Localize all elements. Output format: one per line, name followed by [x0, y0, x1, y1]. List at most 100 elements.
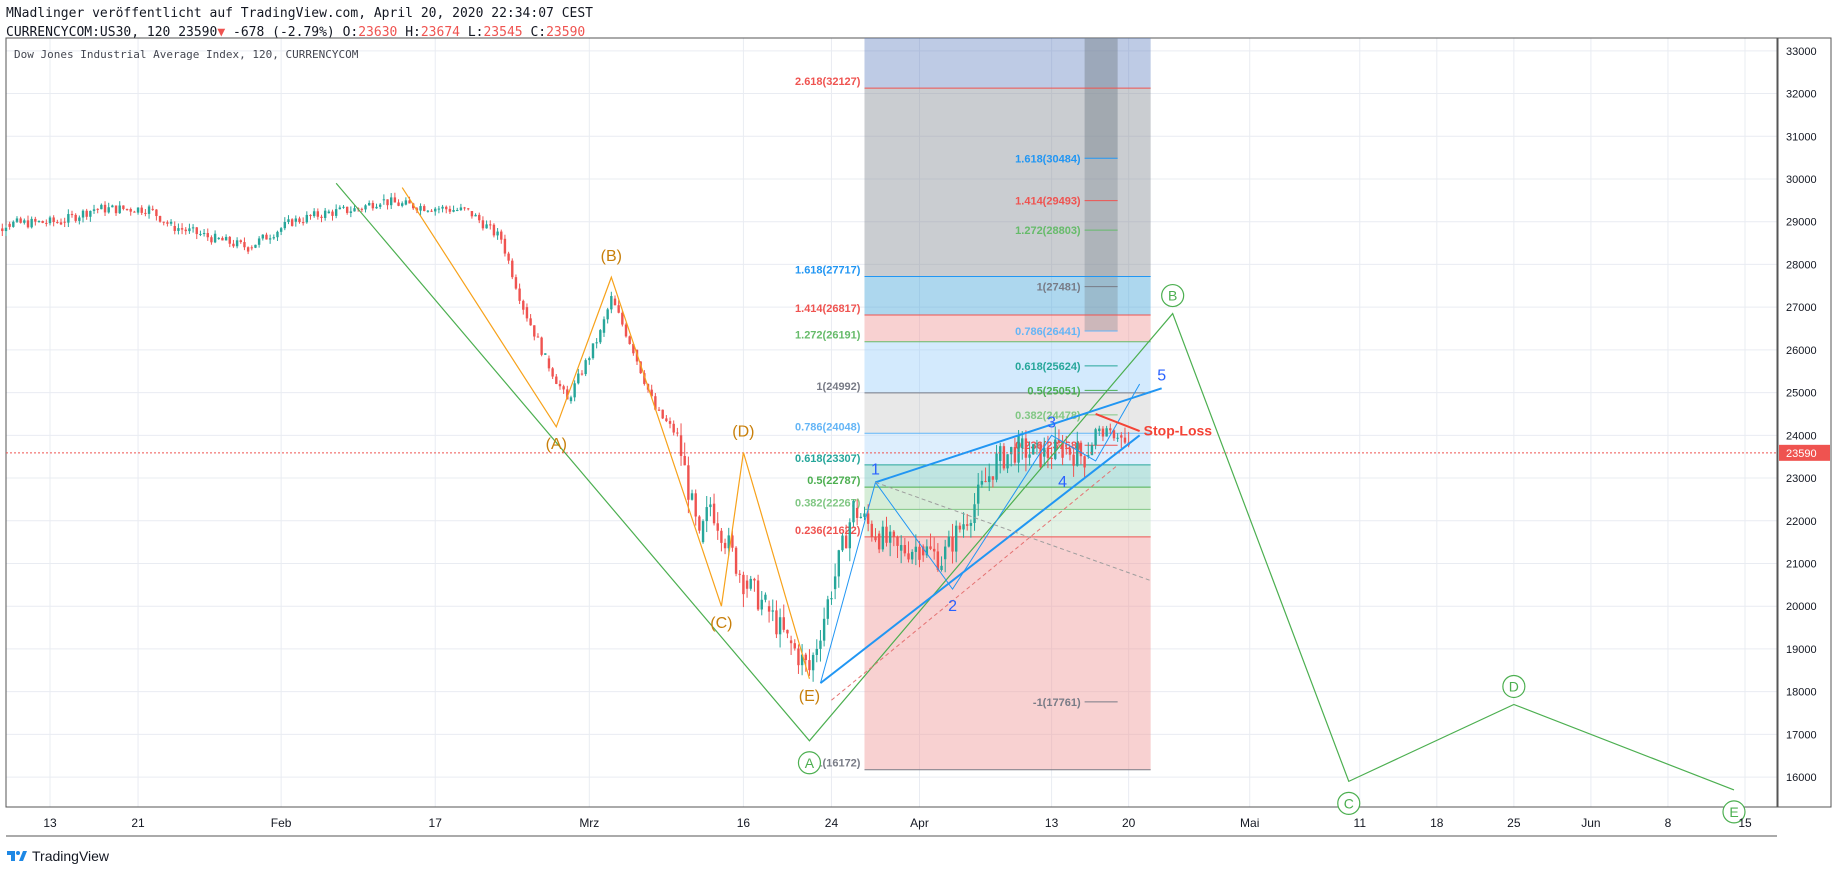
candle-body	[1105, 428, 1108, 437]
y-tick-label: 28000	[1786, 259, 1817, 271]
y-tick-label: 31000	[1786, 131, 1817, 143]
candle-body	[1087, 455, 1090, 457]
candle-body	[977, 484, 980, 504]
candle-body	[822, 618, 826, 641]
candle-body	[661, 409, 664, 419]
candle-body	[485, 224, 488, 229]
candle-body	[111, 205, 114, 208]
candle-body	[169, 221, 173, 224]
candle-body	[305, 214, 309, 223]
candle-body	[966, 524, 969, 526]
candle-body	[1068, 448, 1072, 455]
fib-level-label: 1.414(29493)	[1015, 196, 1081, 208]
candle-body	[602, 319, 606, 333]
candle-body	[279, 228, 283, 232]
fib-level-label: 1(24992)	[816, 381, 860, 393]
candle-body	[738, 573, 741, 575]
green-wave-label: D	[1509, 678, 1519, 694]
candle-body	[782, 617, 785, 630]
candle-body	[921, 546, 925, 556]
candle-body	[1032, 444, 1035, 455]
candle-body	[577, 373, 580, 384]
candle-body	[999, 446, 1002, 461]
candle-body	[107, 207, 110, 213]
candle-body	[573, 383, 576, 398]
candle-body	[555, 376, 558, 384]
candle-body	[1021, 438, 1024, 449]
blue-wave-label: 5	[1157, 367, 1166, 384]
candle-body	[272, 237, 275, 239]
candle-body	[114, 205, 118, 214]
blue-wave-label: 1	[871, 461, 880, 478]
candle-body	[613, 298, 617, 306]
candle-body	[874, 536, 877, 541]
candle-body	[265, 234, 268, 240]
candle-body	[331, 211, 334, 216]
candle-body	[888, 531, 892, 543]
candle-body	[929, 546, 932, 549]
candle-body	[624, 324, 628, 337]
candle-body	[914, 546, 918, 552]
candle-body	[52, 217, 55, 223]
fib-zone	[864, 487, 1151, 510]
fib-level-label: -1(16172)	[813, 758, 861, 770]
candle-body	[133, 211, 136, 213]
candle-body	[1123, 437, 1127, 443]
candle-body	[558, 383, 562, 387]
y-tick-label: 29000	[1786, 217, 1817, 229]
candle-body	[140, 207, 143, 213]
candle-body	[15, 218, 19, 222]
y-tick-label: 22000	[1786, 516, 1817, 528]
candle-body	[500, 231, 503, 240]
candle-body	[37, 220, 41, 222]
low-label: L:	[467, 25, 484, 40]
low-value: 23545	[483, 25, 523, 40]
candle-body	[404, 200, 408, 205]
candle-body	[478, 214, 481, 221]
candle-body	[323, 210, 327, 218]
candle-body	[364, 205, 367, 210]
candle-body	[723, 542, 727, 549]
green-wave-label: C	[1344, 795, 1354, 811]
candle-body	[445, 206, 448, 210]
candle-body	[1072, 454, 1075, 466]
candle-body	[393, 197, 397, 203]
candle-body	[918, 546, 921, 560]
candle-body	[683, 455, 686, 466]
x-tick-label: Jun	[1581, 816, 1600, 830]
chart-title: Dow Jones Industrial Average Index, 120,…	[14, 48, 359, 61]
candle-body	[136, 207, 140, 213]
candle-body	[863, 513, 866, 517]
candle-body	[1061, 442, 1064, 458]
chart-header: MNadlinger veröffentlicht auf TradingVie…	[6, 4, 593, 42]
candle-body	[243, 242, 246, 248]
candle-body	[518, 288, 521, 301]
y-tick-label: 20000	[1786, 601, 1817, 613]
x-tick-label: 16	[737, 816, 751, 830]
candle-body	[511, 260, 514, 278]
y-tick-label: 17000	[1786, 729, 1817, 741]
orange-wave-label: (C)	[710, 615, 732, 632]
candle-body	[19, 218, 22, 223]
candle-body	[151, 208, 154, 210]
high-value: 23674	[420, 25, 460, 40]
candle-body	[621, 312, 624, 325]
candle-body	[672, 423, 675, 433]
x-tick-label: Apr	[910, 816, 929, 830]
candle-body	[1043, 447, 1046, 457]
candle-body	[470, 211, 474, 217]
fib-level-label: 0.5(22787)	[807, 475, 861, 487]
candle-body	[591, 343, 595, 359]
footer-brand[interactable]: TradingView	[6, 848, 109, 864]
symbol-label[interactable]: CURRENCYCOM:US30, 120	[6, 25, 171, 40]
brand-name: TradingView	[32, 848, 110, 864]
candle-body	[907, 553, 910, 560]
orange-wave-path	[401, 187, 811, 680]
candle-body	[426, 210, 430, 212]
candle-body	[1116, 437, 1119, 439]
candle-body	[268, 238, 272, 240]
candle-body	[320, 216, 323, 218]
candle-body	[540, 337, 543, 355]
candle-body	[610, 296, 613, 310]
